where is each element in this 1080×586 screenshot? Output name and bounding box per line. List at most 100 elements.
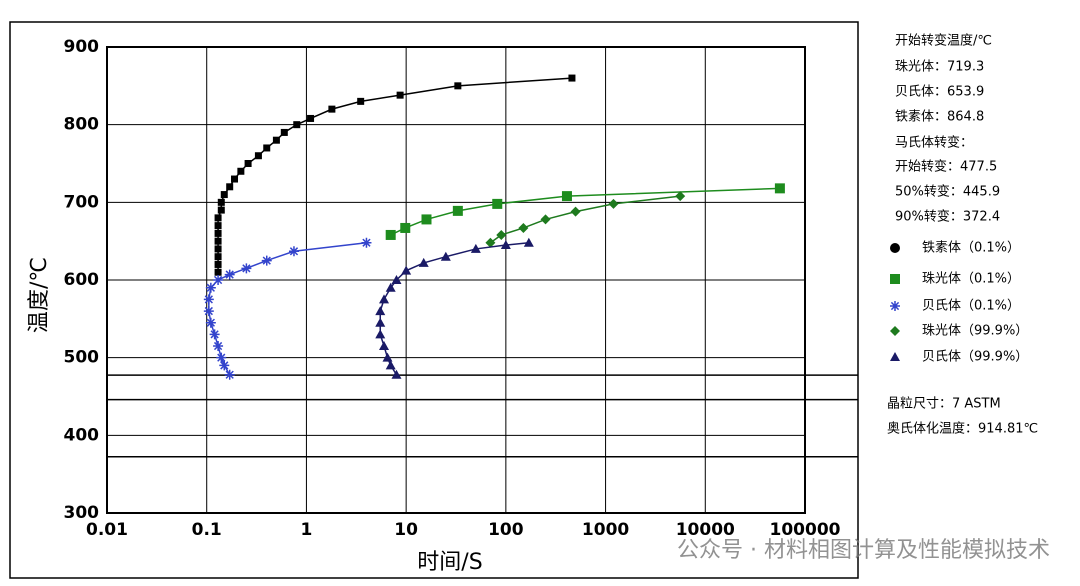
marker	[385, 229, 396, 240]
legend-marker	[890, 352, 900, 361]
marker	[214, 222, 222, 230]
marker	[379, 294, 390, 304]
plot-area	[106, 46, 806, 514]
y-tick-label: 400	[64, 425, 100, 445]
legend-label: 贝氏体（0.1%）	[922, 299, 1020, 314]
marker	[375, 317, 386, 327]
marker	[214, 260, 222, 268]
x-tick-label: 10000	[676, 520, 735, 540]
x-tick-label: 100000	[770, 520, 841, 540]
panel-text: 90%转变：372.4	[895, 209, 1000, 225]
marker	[391, 369, 402, 379]
marker	[570, 206, 581, 217]
frame	[9, 21, 859, 579]
legend-label: 贝氏体（99.9%）	[922, 350, 1028, 365]
marker	[485, 237, 496, 248]
panel-text: 开始转变温度/℃	[895, 33, 992, 49]
marker	[209, 329, 220, 340]
x-tick-label: 100	[488, 520, 524, 540]
y-tick-label: 700	[64, 192, 100, 212]
y-tick-label: 500	[64, 348, 100, 368]
panel-text: 铁素体：864.8	[895, 110, 984, 125]
x-tick-label: 10	[394, 520, 418, 540]
marker	[418, 257, 429, 267]
marker	[328, 105, 336, 113]
marker	[219, 360, 230, 371]
panel-text: 50%转变：445.9	[895, 184, 1000, 200]
series-line	[208, 241, 367, 376]
series-line	[390, 187, 780, 236]
marker	[452, 205, 463, 216]
marker	[361, 237, 372, 248]
x-tick-label: 0.1	[192, 520, 222, 540]
marker	[226, 183, 234, 191]
marker	[401, 265, 412, 275]
legend-marker	[890, 274, 900, 284]
marker	[214, 214, 222, 222]
x-tick-label: 0.01	[86, 520, 128, 540]
marker	[518, 222, 529, 233]
marker	[385, 360, 396, 370]
marker	[214, 237, 222, 245]
marker	[675, 191, 686, 202]
marker	[217, 206, 225, 214]
marker	[382, 352, 393, 362]
legend-label: 铁素体（0.1%）	[922, 241, 1020, 256]
y-tick-label: 800	[64, 115, 100, 135]
legend-label: 珠光体（0.1%）	[922, 272, 1020, 287]
y-tick-label: 900	[64, 37, 100, 57]
marker	[220, 191, 228, 199]
marker	[272, 136, 280, 144]
panel-text: 开始转变：477.5	[895, 159, 997, 175]
marker	[254, 152, 262, 160]
marker	[203, 306, 214, 317]
marker	[421, 214, 432, 225]
series-line	[489, 195, 681, 244]
marker	[454, 82, 462, 90]
marker	[385, 282, 396, 292]
marker	[280, 128, 288, 136]
marker	[213, 275, 224, 285]
marker	[224, 269, 235, 280]
panel-text: 晶粒尺寸：7 ASTM	[887, 397, 1001, 412]
y-tick-label: 600	[64, 270, 100, 290]
marker	[203, 294, 214, 305]
x-tick-label: 1	[301, 520, 313, 540]
panel-text: 奥氏体化温度：914.81℃	[887, 421, 1038, 437]
marker	[470, 243, 481, 253]
y-axis-label: 温度/℃	[27, 257, 52, 333]
marker	[500, 240, 511, 250]
legend-marker	[890, 326, 900, 336]
marker	[774, 183, 785, 194]
marker	[216, 352, 227, 363]
marker	[231, 175, 239, 183]
panel-text: 马氏体转变：	[895, 135, 973, 151]
marker	[244, 160, 252, 167]
marker	[523, 237, 534, 247]
marker	[540, 214, 551, 225]
series-line	[379, 241, 529, 376]
marker	[496, 229, 507, 240]
marker	[241, 263, 252, 274]
legend-label: 珠光体（99.9%）	[922, 324, 1028, 339]
legend-marker	[890, 243, 900, 253]
marker	[214, 253, 222, 261]
marker	[237, 167, 245, 175]
marker	[214, 268, 222, 276]
marker	[307, 114, 315, 122]
marker	[214, 229, 222, 237]
marker	[375, 306, 386, 316]
marker	[608, 198, 619, 209]
legend-marker	[890, 301, 900, 311]
marker	[261, 255, 272, 266]
marker	[357, 97, 365, 105]
marker	[205, 317, 216, 328]
marker	[440, 251, 451, 261]
marker	[391, 275, 402, 284]
y-tick-label: 300	[64, 503, 100, 523]
marker	[224, 369, 235, 380]
marker	[214, 245, 222, 253]
marker	[568, 74, 576, 82]
marker	[492, 198, 503, 209]
